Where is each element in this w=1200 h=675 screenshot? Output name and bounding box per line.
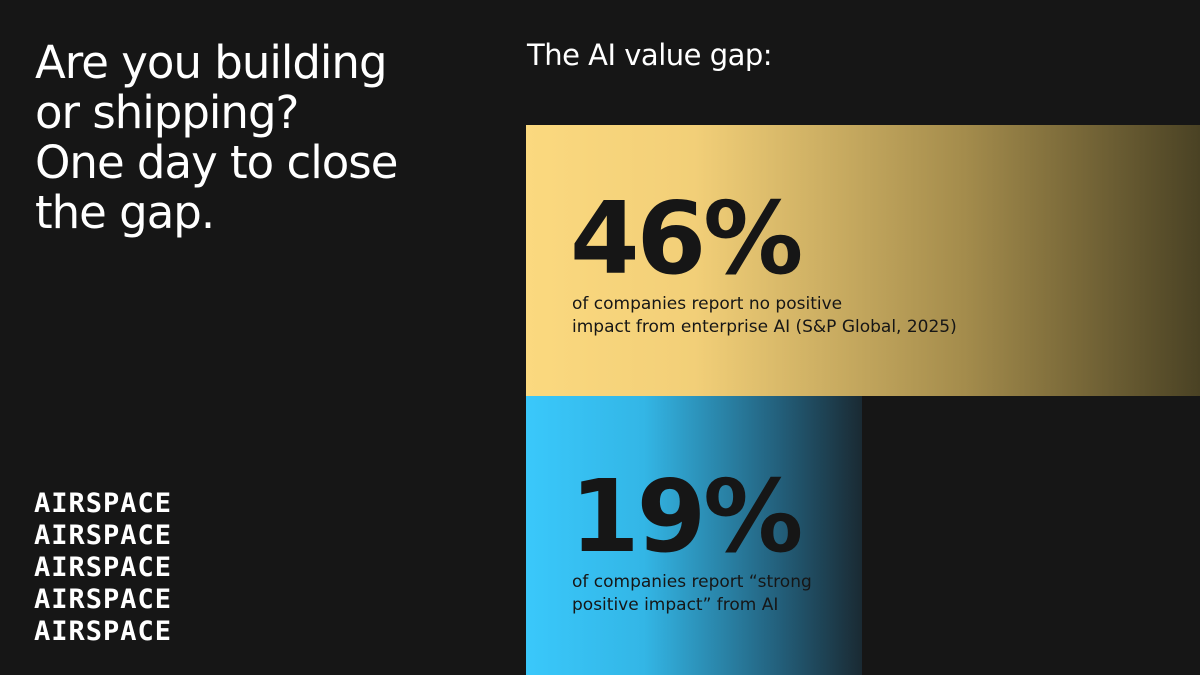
headline-line: One day to close	[35, 136, 398, 189]
stat-block: 19% of companies report “strong positive …	[526, 396, 862, 675]
stat-figure: 19%	[570, 458, 803, 575]
logo-line: AIRSPACE	[34, 584, 173, 615]
stat-caption: of companies report no positive impact fr…	[572, 293, 957, 339]
logo-line: AIRSPACE	[34, 520, 173, 551]
headline-line: the gap.	[35, 186, 215, 239]
headline: Are you building or shipping? One day to c…	[35, 36, 398, 239]
stat-caption: of companies report “strong positive impa…	[572, 571, 812, 617]
panel-title: The AI value gap:	[527, 38, 773, 72]
headline-line: Are you building	[35, 36, 388, 89]
caption-line: of companies report no positive	[572, 294, 843, 314]
logo: AIRSPACE AIRSPACE AIRSPACE AIRSPACE AIRSPACE	[34, 488, 172, 648]
logo-line: AIRSPACE	[34, 488, 173, 519]
stat-figure: 46%	[570, 180, 803, 297]
logo-line: AIRSPACE	[34, 616, 173, 647]
caption-line: positive impact” from AI	[572, 595, 779, 615]
headline-line: or shipping?	[35, 86, 299, 139]
caption-line: of companies report “strong	[572, 572, 812, 592]
logo-line: AIRSPACE	[34, 552, 173, 583]
stat-block: 46% of companies report no positive impac…	[526, 125, 1200, 396]
caption-line: impact from enterprise AI (S&P Global, 2…	[572, 317, 957, 337]
